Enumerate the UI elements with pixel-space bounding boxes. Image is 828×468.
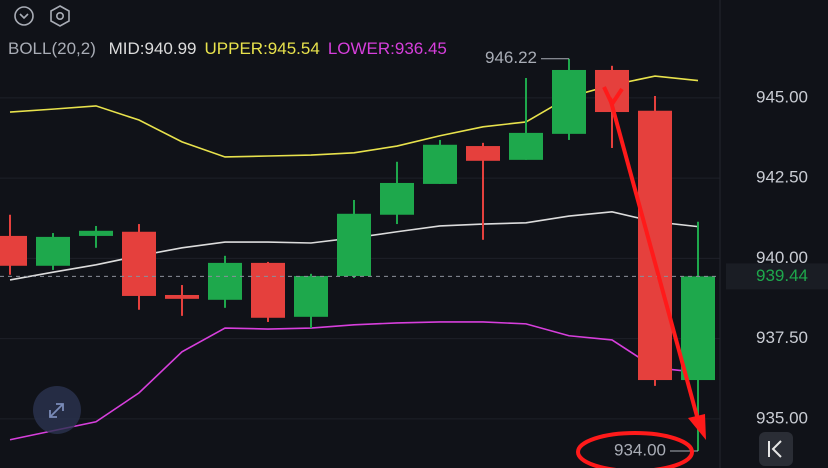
last-price-box (726, 263, 828, 290)
band-line (9, 321, 699, 441)
candle-body (423, 144, 457, 184)
legend-entry: MID:940.99 (109, 39, 197, 58)
indicator-legend: BOLL(20,2) MID:940.99 UPPER:945.54 LOWER:9… (8, 39, 447, 58)
y-tick-label: 945.00 (756, 87, 808, 106)
low-label: 934.00 (614, 440, 666, 459)
last-price-label: 939.44 (756, 266, 808, 285)
y-tick-label: 940.00 (756, 248, 808, 267)
candle-body (251, 262, 285, 318)
expand-button[interactable] (33, 386, 81, 434)
candle-body (509, 132, 543, 160)
y-tick-label: 937.50 (756, 328, 808, 347)
plot-area (0, 58, 715, 451)
high-label: 946.22 (485, 48, 537, 67)
annotation-layer: 939.44 946.22 934.00 (0, 48, 828, 459)
highlight-ellipse (576, 431, 694, 468)
legend-entry: UPPER:945.54 (205, 39, 320, 58)
candle-body (36, 236, 70, 266)
settings-icon[interactable] (50, 5, 70, 27)
candle-body (638, 110, 672, 381)
collapse-icon[interactable] (14, 6, 34, 26)
candle-body (208, 262, 242, 300)
candle-body (681, 276, 715, 381)
candle-body (466, 146, 500, 161)
latest-button[interactable] (759, 432, 793, 466)
candle-body (294, 276, 328, 317)
candle-body (380, 182, 414, 215)
red-arrow (602, 86, 706, 440)
legend-entry: LOWER:936.45 (328, 39, 447, 58)
candle-body (79, 230, 113, 236)
candle-body (0, 235, 27, 266)
y-tick-label: 935.00 (756, 408, 808, 427)
candle-body (122, 231, 156, 296)
candle-body (337, 213, 371, 277)
candle-body (552, 69, 586, 134)
y-tick-label: 942.50 (756, 168, 808, 187)
candle-body (165, 294, 199, 299)
indicator-name: BOLL(20,2) (8, 39, 96, 58)
